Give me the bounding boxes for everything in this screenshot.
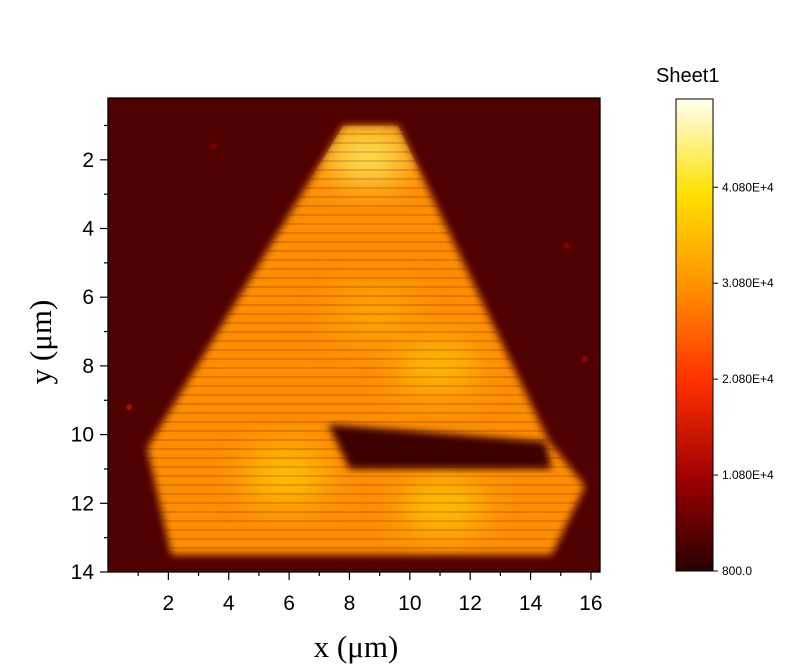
colorbar-tick-label: 2.080E+4 [722, 372, 774, 386]
x-tick-label: 6 [283, 592, 295, 615]
plot-frame [107, 97, 601, 573]
x-tick-label: 16 [579, 592, 602, 615]
flake-notch [328, 424, 552, 469]
heatmap-speck [563, 242, 570, 249]
y-tick-label: 12 [71, 492, 94, 515]
heatmap-plot-area [108, 98, 600, 572]
colorbar: Sheet1 800.0 1.080E+4 2.080E+4 3.080E+4 4.08… [656, 65, 774, 578]
y-tick-label: 4 [82, 218, 94, 241]
colorbar-title: Sheet1 [656, 65, 719, 87]
x-axis-title: x (μm) [314, 629, 399, 664]
heatmap-speck [581, 356, 588, 363]
heatmap-speck [210, 143, 217, 150]
colorbar-gradient [675, 98, 714, 572]
colorbar-tick-label: 1.080E+4 [722, 468, 774, 482]
x-tick-label: 4 [223, 592, 235, 615]
y-tick-label: 8 [82, 355, 94, 378]
x-tick-label: 2 [163, 592, 175, 615]
colorbar-tick-label: 800.0 [722, 564, 752, 578]
heatmap-speck [126, 404, 133, 411]
y-tick-label: 14 [71, 561, 95, 584]
y-axis: 2 4 6 8 10 12 14 [71, 124, 108, 584]
x-axis: 2 4 6 8 10 12 14 16 [137, 572, 603, 615]
y-axis-title: y (μm) [23, 300, 58, 385]
colorbar-tick-label: 4.080E+4 [722, 180, 774, 194]
x-tick-label: 12 [459, 592, 482, 615]
flake-region [147, 125, 585, 555]
y-tick-label: 2 [82, 149, 94, 172]
heatmap-specks [126, 143, 588, 411]
y-tick-label: 6 [82, 286, 94, 309]
x-tick-label: 10 [398, 592, 421, 615]
x-tick-label: 8 [344, 592, 356, 615]
colorbar-ticks: 800.0 1.080E+4 2.080E+4 3.080E+4 4.080E+4 [713, 180, 774, 578]
colorbar-tick-label: 3.080E+4 [722, 276, 774, 290]
x-tick-label: 14 [519, 592, 543, 615]
y-tick-label: 10 [71, 424, 94, 447]
